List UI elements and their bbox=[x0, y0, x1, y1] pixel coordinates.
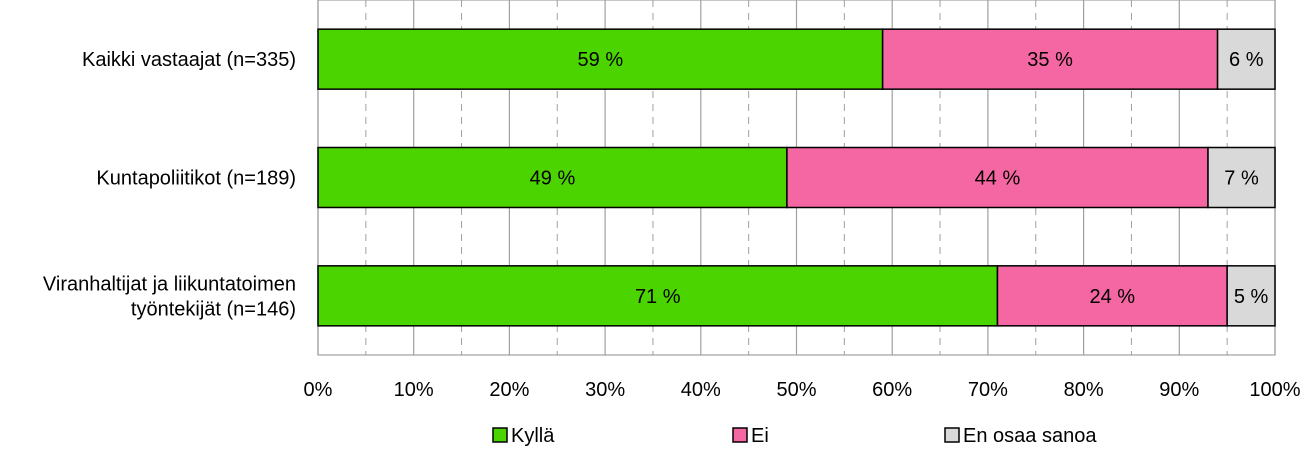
bar-data-label: 5 % bbox=[1234, 286, 1269, 308]
category-label: työntekijät (n=146) bbox=[131, 298, 296, 320]
x-tick-label: 60% bbox=[872, 379, 912, 401]
bar-data-label: 59 % bbox=[578, 49, 624, 71]
bar-data-label: 7 % bbox=[1224, 168, 1259, 190]
legend-label: Kyllä bbox=[511, 425, 555, 447]
bar-data-label: 35 % bbox=[1027, 49, 1073, 71]
bar-data-label: 24 % bbox=[1090, 286, 1136, 308]
bar-data-label: 71 % bbox=[635, 286, 681, 308]
x-tick-label: 50% bbox=[776, 379, 816, 401]
category-label: Kuntapoliitikot (n=189) bbox=[96, 168, 296, 190]
legend-swatch bbox=[944, 427, 960, 443]
legend-label: En osaa sanoa bbox=[963, 425, 1097, 447]
x-tick-label: 70% bbox=[968, 379, 1008, 401]
x-tick-label: 80% bbox=[1064, 379, 1104, 401]
x-tick-label: 0% bbox=[304, 379, 333, 401]
bar-data-label: 6 % bbox=[1229, 49, 1264, 71]
bar-data-label: 49 % bbox=[530, 168, 576, 190]
bar-segment bbox=[1207, 146, 1276, 209]
legend-swatch bbox=[492, 427, 508, 443]
bar-segment bbox=[317, 265, 999, 327]
x-tick-label: 20% bbox=[489, 379, 529, 401]
x-tick-label: 40% bbox=[681, 379, 721, 401]
bar-segment bbox=[317, 146, 788, 209]
bar-segment bbox=[317, 28, 884, 90]
bar-segment bbox=[1216, 28, 1276, 90]
x-tick-label: 90% bbox=[1159, 379, 1199, 401]
legend-label: Ei bbox=[751, 425, 769, 447]
x-tick-label: 10% bbox=[394, 379, 434, 401]
category-label: Viranhaltijat ja liikuntatoimen bbox=[43, 273, 296, 295]
category-label: Kaikki vastaajat (n=335) bbox=[82, 49, 296, 71]
bar-segment bbox=[881, 28, 1219, 90]
legend-swatch bbox=[732, 427, 748, 443]
x-tick-label: 100% bbox=[1249, 379, 1300, 401]
x-tick-label: 30% bbox=[585, 379, 625, 401]
bar-segment bbox=[1226, 265, 1276, 327]
bar-data-label: 44 % bbox=[975, 168, 1021, 190]
bar-segment bbox=[786, 146, 1209, 209]
